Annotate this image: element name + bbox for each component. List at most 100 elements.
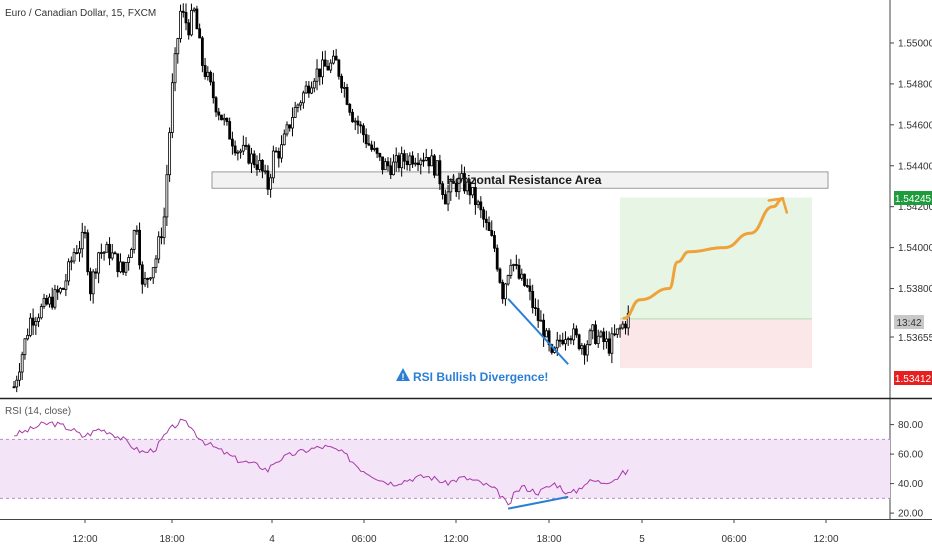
candle bbox=[427, 157, 431, 174]
stop-loss-zone[interactable] bbox=[620, 318, 812, 368]
candle bbox=[154, 255, 158, 274]
symbol-title: Euro / Canadian Dollar, 15, FXCM bbox=[5, 8, 156, 19]
candle bbox=[402, 149, 406, 170]
time-tick-label: 06:00 bbox=[721, 534, 746, 545]
rsi-tick-label: 40.00 bbox=[898, 479, 923, 490]
time-tick-label: 12:00 bbox=[443, 534, 468, 545]
candle bbox=[15, 375, 19, 393]
candle bbox=[321, 51, 324, 85]
candle bbox=[42, 293, 46, 309]
candle bbox=[244, 137, 248, 150]
candle bbox=[222, 113, 226, 126]
candle bbox=[72, 248, 76, 264]
candle bbox=[64, 273, 68, 297]
candle bbox=[143, 271, 147, 287]
candle bbox=[394, 147, 398, 172]
candle bbox=[574, 325, 578, 338]
candle bbox=[89, 267, 92, 301]
rsi-tick-label: 60.00 bbox=[898, 450, 923, 461]
candle bbox=[596, 329, 600, 348]
candle bbox=[520, 268, 524, 281]
price-tick-label: 1.54200 bbox=[898, 202, 932, 213]
candle bbox=[233, 140, 237, 156]
candle bbox=[479, 196, 483, 219]
candle bbox=[220, 114, 223, 121]
candle bbox=[594, 320, 597, 345]
candle bbox=[263, 164, 267, 175]
time-tick-label: 12:00 bbox=[813, 534, 838, 545]
price-divergence-line[interactable] bbox=[507, 298, 569, 365]
candle bbox=[299, 100, 303, 111]
candle bbox=[280, 135, 283, 163]
candle bbox=[514, 254, 518, 270]
candle bbox=[312, 78, 316, 93]
candle bbox=[121, 261, 125, 276]
candle bbox=[463, 166, 466, 194]
time-tick-label: 12:00 bbox=[72, 534, 97, 545]
candle bbox=[465, 178, 469, 195]
candle bbox=[157, 231, 161, 264]
rsi-axis[interactable]: 80.00 60.00 40.00 20.00 bbox=[890, 420, 923, 520]
time-axis[interactable]: 12:00 18:00 4 06:00 12:00 18:00 5 06:00 12:00 bbox=[72, 519, 839, 545]
arrow-head-icon bbox=[767, 197, 789, 214]
rsi-tick-label: 80.00 bbox=[898, 420, 923, 431]
candle bbox=[577, 333, 581, 351]
rsi-tick-label: 20.00 bbox=[898, 509, 923, 520]
rsi-divergence-line[interactable] bbox=[507, 495, 569, 510]
horizontal-resistance-zone[interactable] bbox=[211, 171, 829, 189]
candle bbox=[454, 179, 458, 197]
candle bbox=[389, 157, 393, 180]
candle bbox=[528, 278, 532, 301]
candle bbox=[544, 328, 548, 338]
candle bbox=[190, 3, 193, 37]
price-axis[interactable]: 1.55000 1.54800 1.54600 1.54400 1.54200 1.540… bbox=[890, 38, 932, 295]
candle bbox=[348, 102, 352, 116]
candle bbox=[293, 101, 297, 118]
candle bbox=[329, 59, 333, 74]
candle bbox=[149, 277, 152, 281]
candle bbox=[50, 287, 54, 310]
candle bbox=[105, 241, 109, 253]
candle bbox=[228, 117, 232, 140]
candle bbox=[162, 207, 166, 245]
candle bbox=[386, 157, 390, 172]
candle bbox=[214, 96, 218, 117]
candle bbox=[37, 313, 40, 328]
candle bbox=[525, 278, 529, 289]
candle bbox=[288, 124, 292, 132]
candle bbox=[124, 261, 128, 276]
divergence-label: RSI Bullish Divergence! bbox=[413, 370, 548, 384]
price-tick-label: 1.54600 bbox=[898, 120, 932, 131]
candle bbox=[318, 68, 322, 86]
candle bbox=[326, 59, 330, 71]
candle bbox=[258, 153, 262, 173]
candle bbox=[217, 107, 221, 121]
candle bbox=[53, 284, 57, 310]
candle bbox=[230, 131, 234, 155]
candle bbox=[59, 287, 62, 295]
candle bbox=[569, 335, 573, 345]
candle bbox=[61, 287, 65, 290]
candle bbox=[408, 152, 412, 172]
candlestick-series bbox=[12, 3, 630, 393]
candle bbox=[572, 323, 576, 346]
take-profit-zone[interactable] bbox=[620, 197, 812, 319]
candle bbox=[334, 48, 338, 61]
candle bbox=[296, 103, 300, 113]
projection-arrow[interactable] bbox=[622, 197, 785, 320]
candle bbox=[531, 284, 535, 314]
candle bbox=[241, 135, 245, 155]
candle bbox=[591, 324, 595, 340]
candle bbox=[370, 140, 374, 152]
candle bbox=[179, 4, 182, 43]
candle bbox=[372, 141, 376, 152]
candle bbox=[613, 324, 616, 337]
candle bbox=[165, 164, 169, 227]
candle bbox=[503, 282, 507, 306]
candle bbox=[138, 222, 141, 270]
candle bbox=[146, 277, 150, 288]
candle bbox=[140, 261, 144, 294]
time-tick-label: 18:00 bbox=[536, 534, 561, 545]
candle bbox=[151, 267, 155, 284]
